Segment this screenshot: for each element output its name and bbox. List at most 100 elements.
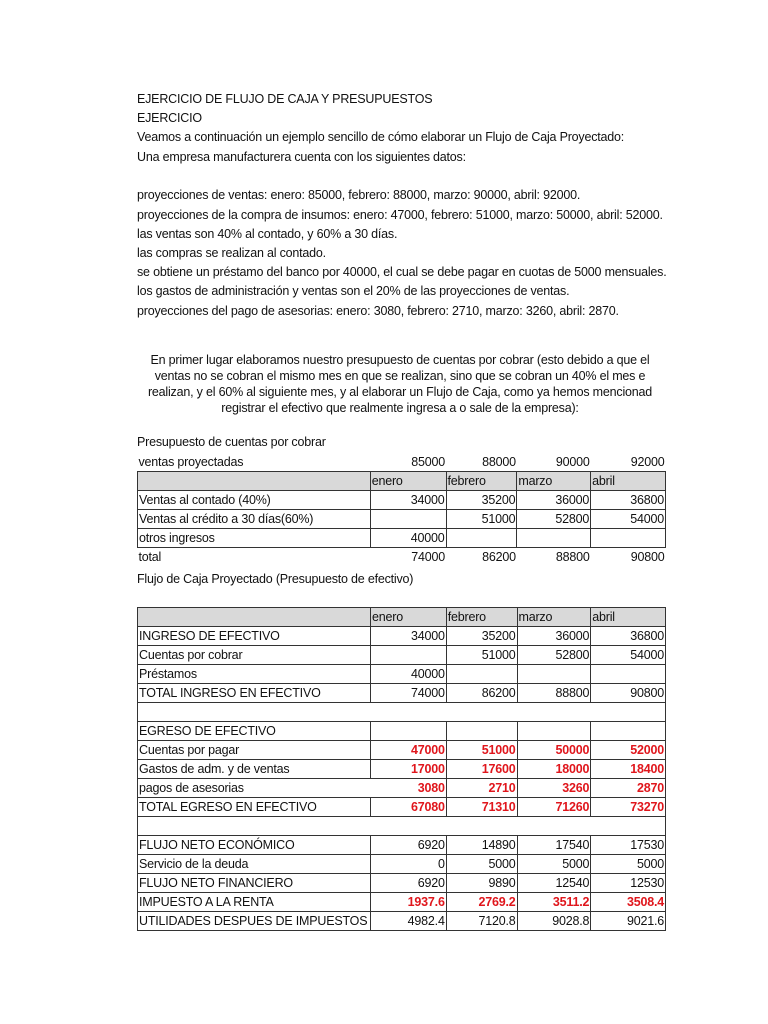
- value-cell: 54000: [590, 509, 666, 529]
- value-cell: 88800: [516, 683, 592, 703]
- value-cell: 9021.6: [590, 911, 666, 931]
- value-cell: 2870: [590, 778, 666, 798]
- value-cell: 85000: [411, 455, 446, 469]
- document-title: EJERCICIO DE FLUJO DE CAJA Y PRESUPUESTO…: [137, 92, 433, 106]
- value-cell: 4982.4: [369, 911, 447, 931]
- value-cell: 18400: [590, 759, 666, 779]
- value-cell: 52800: [516, 509, 592, 529]
- value-cell: 74000: [411, 550, 446, 564]
- table-row: Cuentas por cobrar 51000 52800 54000: [137, 645, 666, 665]
- table-row: Servicio de la deuda 0 5000 5000 5000: [137, 854, 666, 874]
- section-heading: EJERCICIO: [137, 111, 202, 125]
- value-cell: 51000: [445, 645, 518, 665]
- value-cell: 86200: [482, 550, 516, 564]
- value-cell: 47000: [369, 740, 447, 760]
- value-cell: 36800: [590, 490, 666, 510]
- value-cell: [590, 721, 666, 741]
- value-cell: 40000: [369, 664, 447, 684]
- value-cell: 52000: [590, 740, 666, 760]
- value-cell: 34000: [369, 490, 447, 510]
- row-label: EGRESO DE EFECTIVO: [137, 721, 371, 741]
- row-label: IMPUESTO A LA RENTA: [137, 892, 371, 912]
- value-cell: 5000: [516, 854, 592, 874]
- data-line: proyecciones de ventas: enero: 85000, fe…: [137, 188, 581, 202]
- paragraph-line: ventas no se cobran el mismo mes en que …: [154, 369, 646, 383]
- table-row: UTILIDADES DESPUES DE IMPUESTOS 4982.4 712…: [137, 911, 666, 931]
- table-header-row: enero febrero marzo abril: [137, 607, 666, 627]
- value-cell: [369, 721, 447, 741]
- value-cell: 5000: [590, 854, 666, 874]
- table-row: Gastos de adm. y de ventas 17000 17600 1800…: [137, 759, 666, 779]
- table-row: INGRESO DE EFECTIVO 34000 35200 36000 36800: [137, 626, 666, 646]
- paragraph-line: registrar el efectivo que realmente ingr…: [221, 401, 579, 415]
- value-cell: 2769.2: [445, 892, 518, 912]
- value-cell: [516, 664, 592, 684]
- table-row: pagos de asesorias 3080 2710 3260 2870: [137, 778, 666, 798]
- data-line: proyecciones de la compra de insumos: en…: [137, 208, 663, 222]
- value-cell: 3080: [370, 778, 447, 798]
- explanation-paragraph: En primer lugar elaboramos nuestro presu…: [120, 352, 666, 416]
- table-row: total 74000 86200 88800 90800: [138, 548, 666, 567]
- value-cell: [369, 645, 447, 665]
- row-label: [137, 471, 371, 491]
- month-header: abril: [590, 471, 666, 491]
- value-cell: 0: [369, 854, 447, 874]
- table-row: [137, 816, 666, 836]
- row-label: otros ingresos: [137, 528, 371, 548]
- paragraph-line: En primer lugar elaboramos nuestro presu…: [150, 353, 650, 367]
- month-header: abril: [590, 607, 666, 627]
- row-label: Gastos de adm. y de ventas: [137, 759, 371, 779]
- cobrar-table: ventas proyectadas 85000 88000 90000 92000 en…: [137, 453, 666, 566]
- data-line: las ventas son 40% al contado, y 60% a 3…: [137, 227, 398, 241]
- value-cell: 35200: [445, 490, 518, 510]
- value-cell: 9028.8: [516, 911, 592, 931]
- value-cell: 52800: [516, 645, 592, 665]
- value-cell: 90000: [555, 455, 590, 469]
- value-cell: 14890: [445, 835, 518, 855]
- value-cell: 71260: [516, 797, 592, 817]
- blank-cell: [137, 816, 666, 836]
- table-row: FLUJO NETO ECONÓMICO 6920 14890 17540 17530: [137, 835, 666, 855]
- value-cell: 17000: [369, 759, 447, 779]
- month-header: febrero: [445, 607, 518, 627]
- row-label: INGRESO DE EFECTIVO: [137, 626, 371, 646]
- value-cell: 73270: [590, 797, 666, 817]
- value-cell: 51000: [445, 740, 518, 760]
- value-cell: 3260: [516, 778, 592, 798]
- value-cell: 88000: [482, 455, 516, 469]
- value-cell: [369, 509, 447, 529]
- value-cell: 54000: [590, 645, 666, 665]
- value-cell: 36000: [516, 490, 592, 510]
- row-label: ventas proyectadas: [138, 455, 244, 469]
- value-cell: 36000: [516, 626, 592, 646]
- table-row: Préstamos 40000: [137, 664, 666, 684]
- table-row: IMPUESTO A LA RENTA 1937.6 2769.2 3511.2 350…: [137, 892, 666, 912]
- intro-text: Una empresa manufacturera cuenta con los…: [137, 150, 466, 164]
- cobrar-title: Presupuesto de cuentas por cobrar: [137, 435, 326, 449]
- value-cell: [445, 721, 518, 741]
- value-cell: 3508.4: [590, 892, 666, 912]
- value-cell: 18000: [516, 759, 592, 779]
- value-cell: 7120.8: [445, 911, 518, 931]
- row-label: TOTAL INGRESO EN EFECTIVO: [137, 683, 371, 703]
- value-cell: [590, 528, 666, 548]
- value-cell: 17530: [590, 835, 666, 855]
- table-row: [137, 702, 666, 722]
- value-cell: 86200: [445, 683, 518, 703]
- value-cell: 3511.2: [516, 892, 592, 912]
- table-header-row: enero febrero marzo abril: [137, 471, 666, 491]
- value-cell: 51000: [445, 509, 518, 529]
- data-line: los gastos de administración y ventas so…: [137, 284, 570, 298]
- row-label: Cuentas por pagar: [137, 740, 371, 760]
- table-row: Cuentas por pagar 47000 51000 50000 52000: [137, 740, 666, 760]
- value-cell: 5000: [445, 854, 518, 874]
- row-label: Cuentas por cobrar: [137, 645, 371, 665]
- month-header: enero: [369, 607, 447, 627]
- value-cell: [590, 664, 666, 684]
- value-cell: 90800: [630, 550, 665, 564]
- row-label: Préstamos: [137, 664, 371, 684]
- table-row: EGRESO DE EFECTIVO: [137, 721, 666, 741]
- value-cell: 6920: [369, 835, 447, 855]
- value-cell: [445, 528, 518, 548]
- value-cell: 1937.6: [369, 892, 447, 912]
